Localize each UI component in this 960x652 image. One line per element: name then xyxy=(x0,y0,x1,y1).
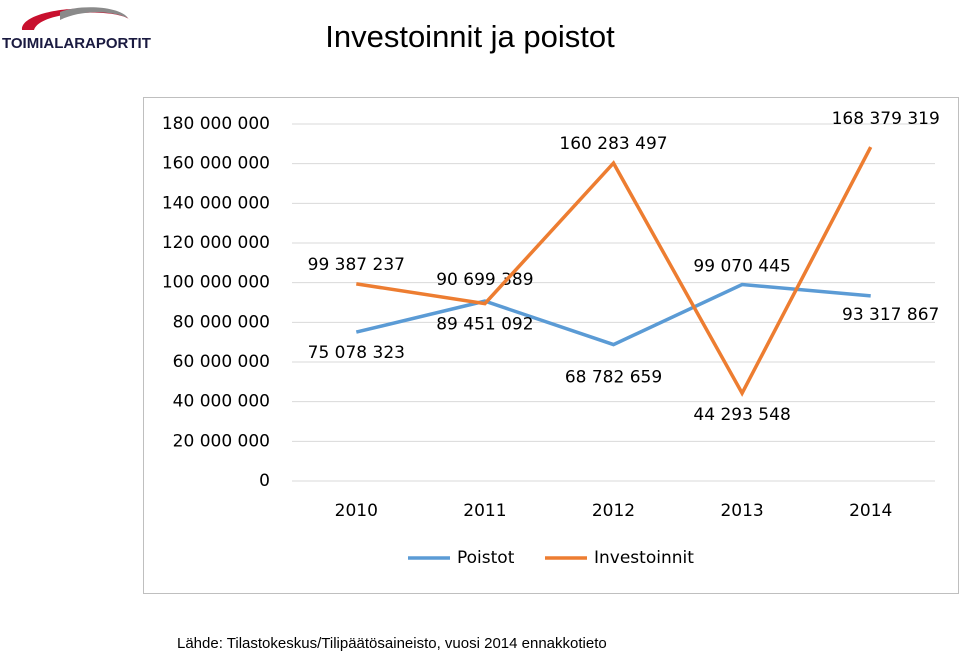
data-label: 160 283 497 xyxy=(559,134,667,154)
legend-label: Poistot xyxy=(457,548,515,568)
data-label: 75 078 323 xyxy=(308,343,405,363)
y-tick-label: 80 000 000 xyxy=(173,312,270,332)
y-tick-label: 40 000 000 xyxy=(173,392,270,412)
slide-title: Investoinnit ja poistot xyxy=(325,19,615,54)
line-series xyxy=(356,146,873,397)
legend-label: Investoinnit xyxy=(594,548,694,568)
data-label: 93 317 867 xyxy=(842,305,939,325)
y-tick-label: 120 000 000 xyxy=(162,233,270,253)
data-label: 68 782 659 xyxy=(565,368,662,388)
y-tick-label: 140 000 000 xyxy=(162,193,270,213)
y-tick-label: 0 xyxy=(259,471,270,491)
data-label: 90 699 389 xyxy=(436,270,533,290)
logo-text: TOIMIALARAPORTIT xyxy=(2,35,151,52)
logo-swoosh-grey xyxy=(60,7,128,20)
y-tick-label: 20 000 000 xyxy=(173,431,270,451)
logo: TOIMIALARAPORTIT xyxy=(2,7,151,52)
y-tick-label: 160 000 000 xyxy=(162,154,270,174)
data-label: 89 451 092 xyxy=(436,315,533,335)
x-tick-label: 2011 xyxy=(463,501,506,521)
line-series xyxy=(355,282,871,347)
y-tick-label: 60 000 000 xyxy=(173,352,270,372)
x-tick-label: 2010 xyxy=(335,501,378,521)
source: Lähde: Tilastokeskus/Tilipäätösaineisto,… xyxy=(177,635,607,652)
y-tick-label: 180 000 000 xyxy=(162,114,270,134)
data-label: 99 070 445 xyxy=(693,257,790,277)
data-label: 168 379 319 xyxy=(832,109,940,129)
data-label: 99 387 237 xyxy=(308,255,405,275)
x-tick-label: 2014 xyxy=(849,501,892,521)
x-tick-label: 2013 xyxy=(720,501,763,521)
chart-frame xyxy=(143,97,959,594)
y-tick-label: 100 000 000 xyxy=(162,273,270,293)
x-tick-label: 2012 xyxy=(592,501,635,521)
data-label: 44 293 548 xyxy=(693,405,790,425)
logo-swoosh xyxy=(21,8,131,30)
